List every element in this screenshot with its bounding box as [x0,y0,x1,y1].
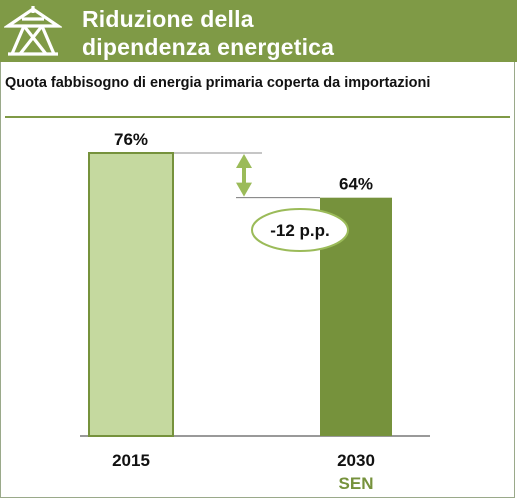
chart-subtitle: Quota fabbisogno di energia primaria cop… [5,75,431,91]
arrow-head-down [236,182,252,197]
category-label-2015: 2015 [112,451,150,470]
difference-arrow [236,154,252,197]
arrow-head-up [236,154,252,168]
annotation-label: -12 p.p. [270,221,330,240]
title-line-2: dipendenza energetica [82,34,335,60]
category-label-2030: 2030 [337,451,375,470]
page-title: Riduzione della dipendenza energetica [82,5,334,61]
annotation-bubble [251,208,349,252]
bar-2015 [88,152,174,437]
category-sublabel-sen: SEN [339,474,374,493]
value-label-2030: 64% [339,175,373,194]
value-label-2015: 76% [114,130,148,149]
title-line-1: Riduzione della [82,6,254,32]
header-banner: Riduzione della dipendenza energetica [0,0,517,62]
subtitle-divider [5,116,510,118]
energy-pylon-icon [4,6,62,56]
